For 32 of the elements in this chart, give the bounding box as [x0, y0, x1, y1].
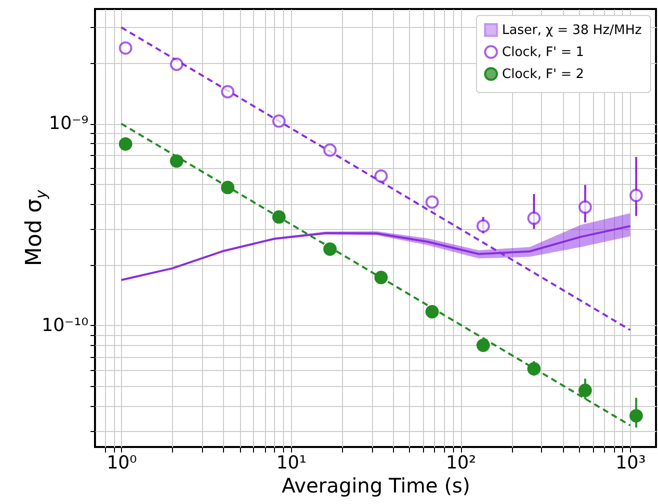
point [476, 219, 490, 233]
x-tick-label: 10⁰ [106, 452, 137, 474]
x-tick-label: 10¹ [276, 452, 306, 474]
point [374, 169, 388, 183]
point [272, 114, 286, 128]
y-tick-label: 10⁻¹⁰ [42, 314, 88, 336]
point [578, 384, 592, 398]
point [629, 409, 643, 422]
x-tick-label: 10³ [616, 452, 646, 474]
point [629, 188, 643, 202]
point [374, 270, 388, 284]
point [118, 41, 132, 55]
point [527, 362, 541, 376]
legend-label: Clock, F' = 1 [502, 45, 584, 60]
point [425, 305, 439, 318]
point [323, 143, 337, 157]
point [425, 195, 439, 209]
legend-label: Clock, F' = 2 [502, 67, 584, 82]
point [527, 212, 541, 225]
point [170, 58, 184, 71]
y-tick-label: 10⁻⁹ [48, 113, 88, 134]
point [118, 137, 132, 151]
x-axis-title: Averaging Time (s) [282, 474, 470, 498]
x-tick-label: 10² [446, 452, 476, 474]
point [476, 338, 490, 352]
point [578, 200, 592, 214]
legend-label: Laser, χ = 38 Hz/MHz [502, 23, 642, 38]
point [170, 154, 184, 168]
point [220, 180, 234, 194]
point [272, 210, 286, 224]
point [323, 242, 337, 256]
point [220, 85, 234, 98]
